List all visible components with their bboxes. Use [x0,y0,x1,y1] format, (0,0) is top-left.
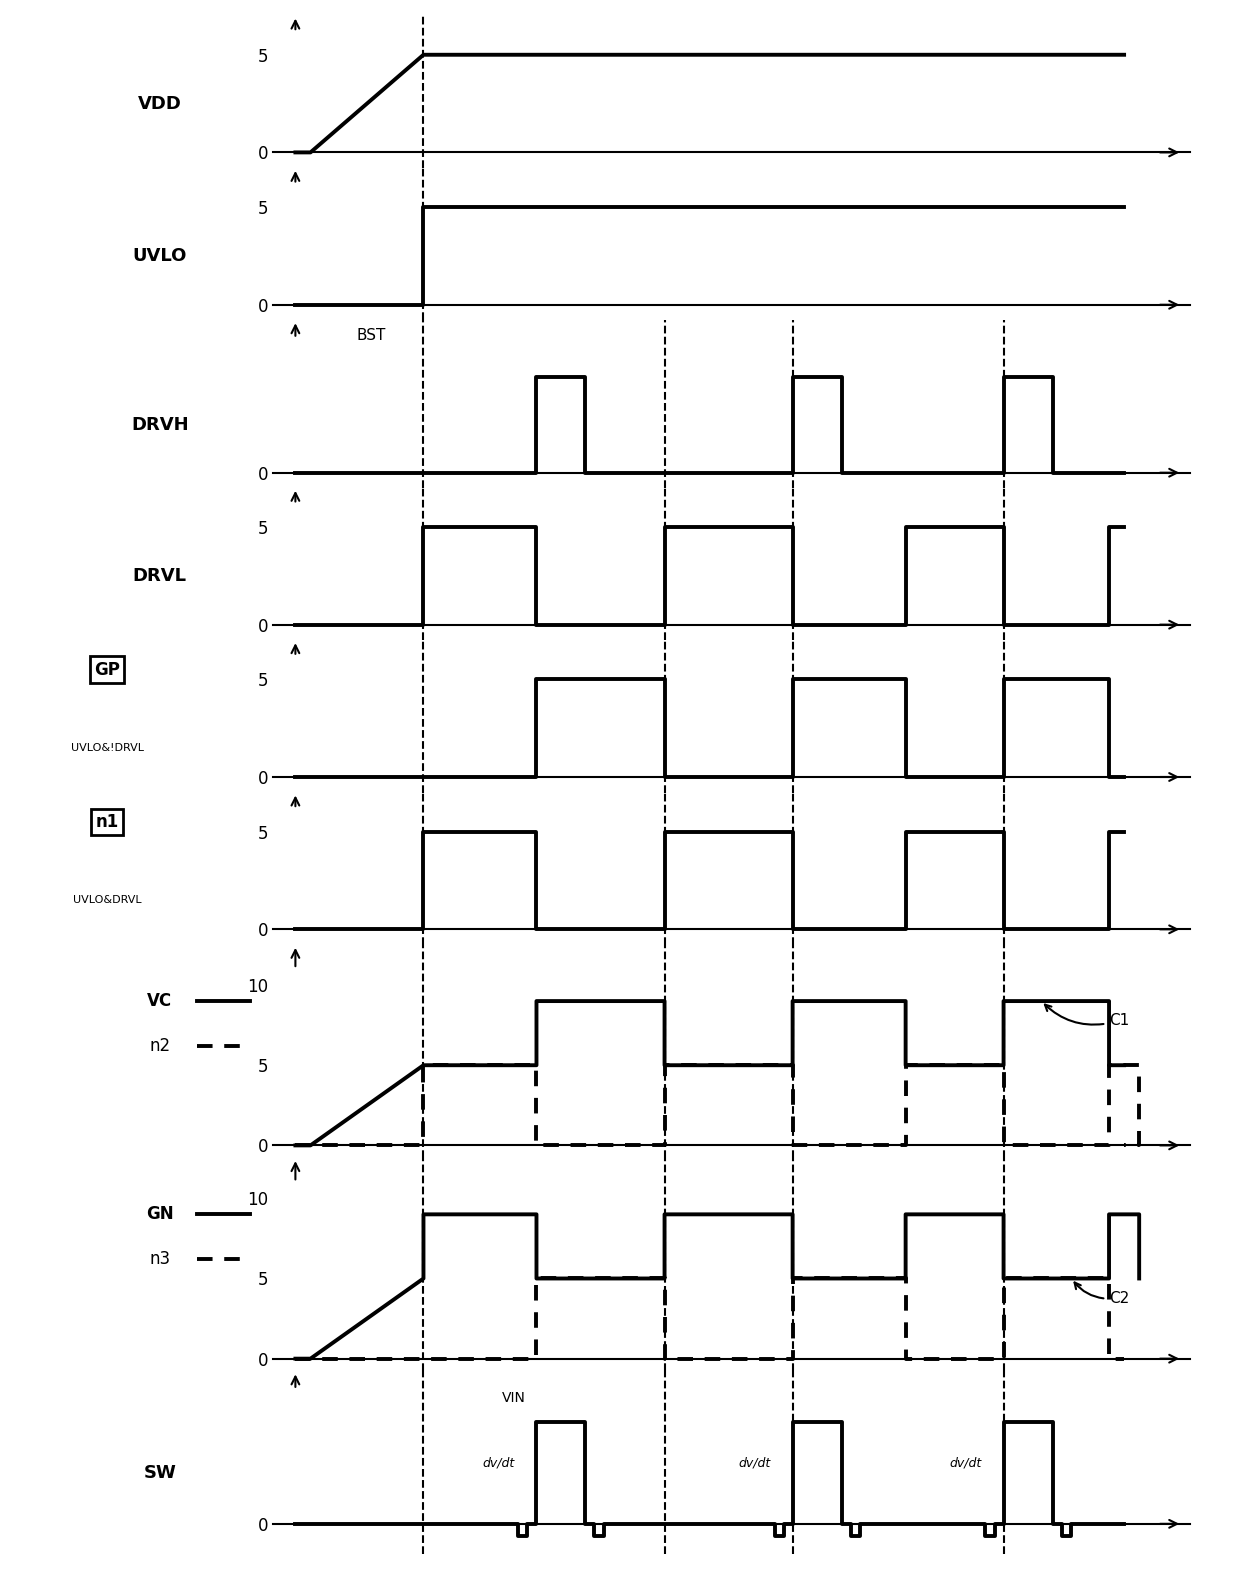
Text: n2: n2 [149,1036,170,1055]
Text: UVLO&!DRVL: UVLO&!DRVL [71,743,144,752]
Text: GP: GP [94,661,120,678]
Text: GN: GN [146,1206,174,1223]
Text: UVLO: UVLO [133,246,187,265]
Text: DRVL: DRVL [133,567,187,586]
Text: DRVH: DRVH [131,416,188,433]
Text: BST: BST [356,328,386,344]
Text: n1: n1 [95,813,119,831]
Text: VDD: VDD [138,94,182,113]
Text: dv/dt: dv/dt [739,1457,771,1470]
Text: C2: C2 [1075,1283,1130,1306]
Text: C1: C1 [1045,1005,1130,1028]
Text: UVLO&DRVL: UVLO&DRVL [73,895,141,904]
Text: VC: VC [148,992,172,1010]
Text: n3: n3 [149,1250,170,1269]
Text: VIN: VIN [502,1391,526,1405]
Text: dv/dt: dv/dt [950,1457,982,1470]
Text: dv/dt: dv/dt [482,1457,515,1470]
Text: SW: SW [144,1465,176,1482]
